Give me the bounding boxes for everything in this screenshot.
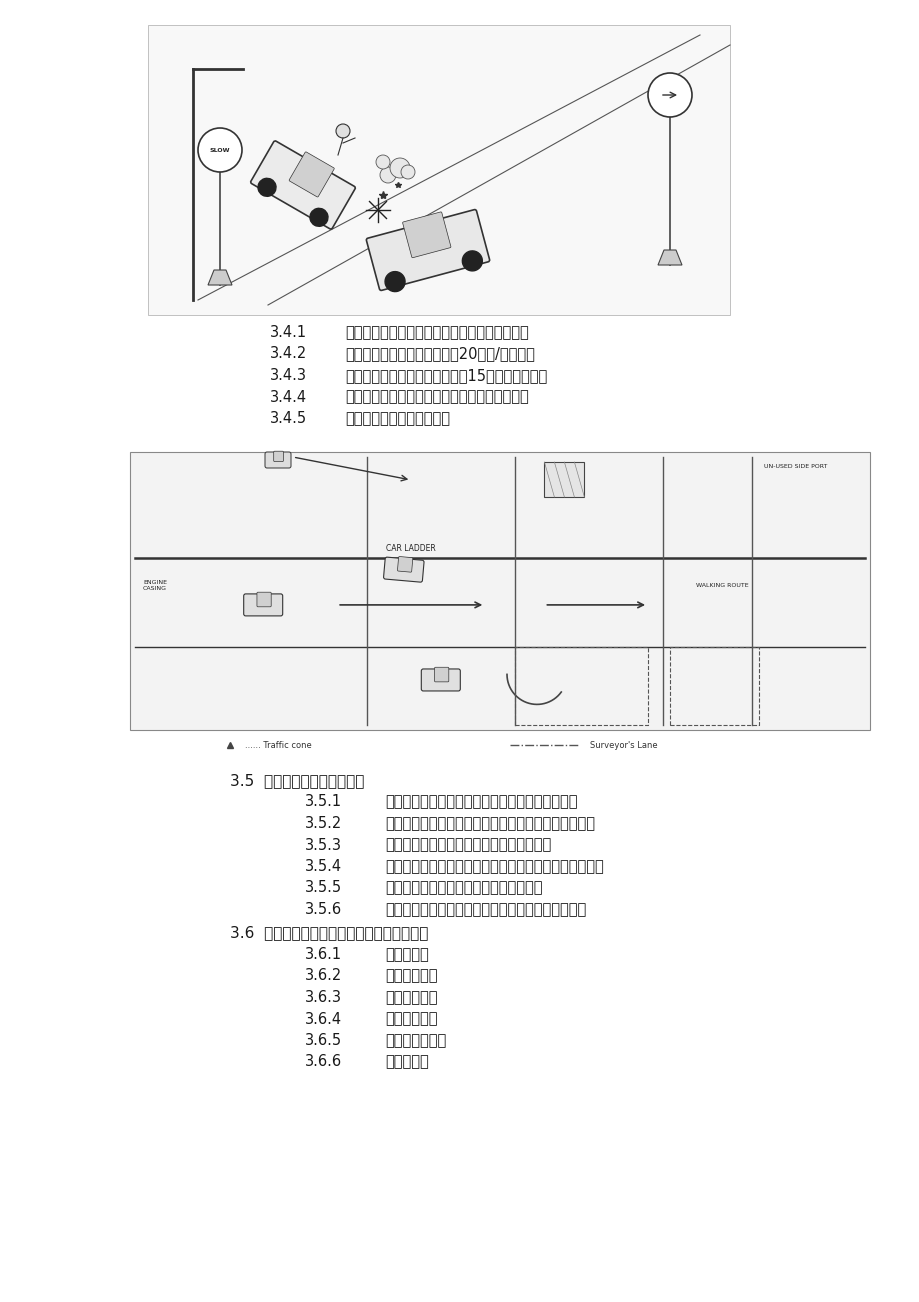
Circle shape xyxy=(390,158,410,178)
Circle shape xyxy=(198,128,242,172)
Text: 车门不应上锁。: 车门不应上锁。 xyxy=(384,1032,446,1048)
Text: 控制汽车的流向、流量，避开已发生危险的区域。: 控制汽车的流向、流量，避开已发生危险的区域。 xyxy=(384,794,577,810)
Circle shape xyxy=(310,208,328,227)
Circle shape xyxy=(401,165,414,178)
FancyBboxPatch shape xyxy=(265,452,290,467)
Text: WALKING ROUTE: WALKING ROUTE xyxy=(695,583,747,589)
Text: 车门应关闭: 车门应关闭 xyxy=(384,947,428,962)
FancyBboxPatch shape xyxy=(397,556,413,572)
Circle shape xyxy=(647,73,691,117)
Circle shape xyxy=(335,124,349,138)
Text: 在货舱内标识限制速度（最大20公里/小时）。: 在货舱内标识限制速度（最大20公里/小时）。 xyxy=(345,346,534,362)
Text: 3.5.3: 3.5.3 xyxy=(305,837,342,853)
Text: 窗户应关闭。: 窗户应关闭。 xyxy=(384,990,437,1005)
Text: 车灯应息灯。: 车灯应息灯。 xyxy=(384,969,437,983)
Text: 3.4.2: 3.4.2 xyxy=(269,346,307,362)
Text: 在装车处所小心工作和行走，行走时应面对汽车来向。: 在装车处所小心工作和行走，行走时应面对汽车来向。 xyxy=(384,816,595,831)
Text: ...... Traffic cone: ...... Traffic cone xyxy=(244,741,312,750)
Text: 3.5.2: 3.5.2 xyxy=(305,816,342,831)
Text: 3.4.3: 3.4.3 xyxy=(269,368,307,383)
Text: SLOW: SLOW xyxy=(210,147,230,152)
Text: 3.5.4: 3.5.4 xyxy=(305,859,342,874)
Circle shape xyxy=(385,272,404,292)
FancyBboxPatch shape xyxy=(434,667,448,682)
FancyBboxPatch shape xyxy=(274,452,283,462)
Text: 3.6.5: 3.6.5 xyxy=(305,1032,342,1048)
Text: 应用交通锥、交通标识来指示安全的驾騶路线。: 应用交通锥、交通标识来指示安全的驾騶路线。 xyxy=(345,326,528,340)
FancyBboxPatch shape xyxy=(421,669,460,691)
FancyBboxPatch shape xyxy=(289,152,334,197)
Text: Surveyor's Lane: Surveyor's Lane xyxy=(589,741,657,750)
Text: 拉紧手刹。: 拉紧手刹。 xyxy=(384,1055,428,1069)
Text: CAR LADDER: CAR LADDER xyxy=(386,544,436,552)
Text: 3.4.5: 3.4.5 xyxy=(269,411,307,426)
Circle shape xyxy=(376,155,390,169)
Text: 天线应缩入。: 天线应缩入。 xyxy=(384,1012,437,1026)
Polygon shape xyxy=(657,250,681,266)
Text: 3.5.6: 3.5.6 xyxy=(305,902,342,917)
Bar xyxy=(669,647,758,725)
Bar xyxy=(148,25,729,315)
FancyBboxPatch shape xyxy=(250,141,355,229)
Text: 应彻底清除甲板上的油渍。: 应彻底清除甲板上的油渍。 xyxy=(345,411,449,426)
Text: 货舱内所有工作人员必须穿反光衣、戴货舱专用安全帽。: 货舱内所有工作人员必须穿反光衣、戴货舱专用安全帽。 xyxy=(384,859,603,874)
Text: 装卸过程中防止船船过大的醇倾或横倾。: 装卸过程中防止船船过大的醇倾或横倾。 xyxy=(384,880,542,896)
Text: 3.6.6: 3.6.6 xyxy=(305,1055,342,1069)
Text: 3.4.1: 3.4.1 xyxy=(269,326,307,340)
Text: 保证行驶中的车辆间在货舱内有15米的安全间距。: 保证行驶中的车辆间在货舱内有15米的安全间距。 xyxy=(345,368,547,383)
Text: 3.6.1: 3.6.1 xyxy=(305,947,342,962)
Text: 3.4.4: 3.4.4 xyxy=(269,389,307,405)
Text: 3.5  装卸货期间的安全措施：: 3.5 装卸货期间的安全措施： xyxy=(230,773,364,788)
Text: 开始启动汽车时，禁止人员进入两车之间。: 开始启动汽车时，禁止人员进入两车之间。 xyxy=(384,837,550,853)
FancyBboxPatch shape xyxy=(366,210,489,290)
Text: 3.6.2: 3.6.2 xyxy=(305,969,342,983)
Bar xyxy=(544,462,584,497)
Text: 应满足驾騶所需的照明，但照明灯光不能耀眼。: 应满足驾騶所需的照明，但照明灯光不能耀眼。 xyxy=(345,389,528,405)
Text: 不同港口的车辆应用不同颜色的隔票带进行标识分隔: 不同港口的车辆应用不同颜色的隔票带进行标识分隔 xyxy=(384,902,585,917)
Text: 3.6  値班人员应监督装车司机做好装车工作：: 3.6 値班人员应监督装车司机做好装车工作： xyxy=(230,926,428,940)
Text: 3.6.3: 3.6.3 xyxy=(305,990,342,1005)
FancyBboxPatch shape xyxy=(256,592,271,607)
FancyBboxPatch shape xyxy=(383,557,424,582)
FancyBboxPatch shape xyxy=(244,594,282,616)
Circle shape xyxy=(257,178,276,197)
Polygon shape xyxy=(208,270,232,285)
Circle shape xyxy=(462,251,482,271)
Bar xyxy=(130,452,869,730)
Text: UN-USED SIDE PORT: UN-USED SIDE PORT xyxy=(764,464,827,469)
FancyBboxPatch shape xyxy=(403,212,450,258)
Text: ENGINE
CASING: ENGINE CASING xyxy=(142,579,167,591)
Circle shape xyxy=(380,167,395,184)
Text: 3.5.1: 3.5.1 xyxy=(305,794,342,810)
Text: 3.5.5: 3.5.5 xyxy=(305,880,342,896)
Bar xyxy=(515,647,647,725)
Text: 3.6.4: 3.6.4 xyxy=(305,1012,342,1026)
